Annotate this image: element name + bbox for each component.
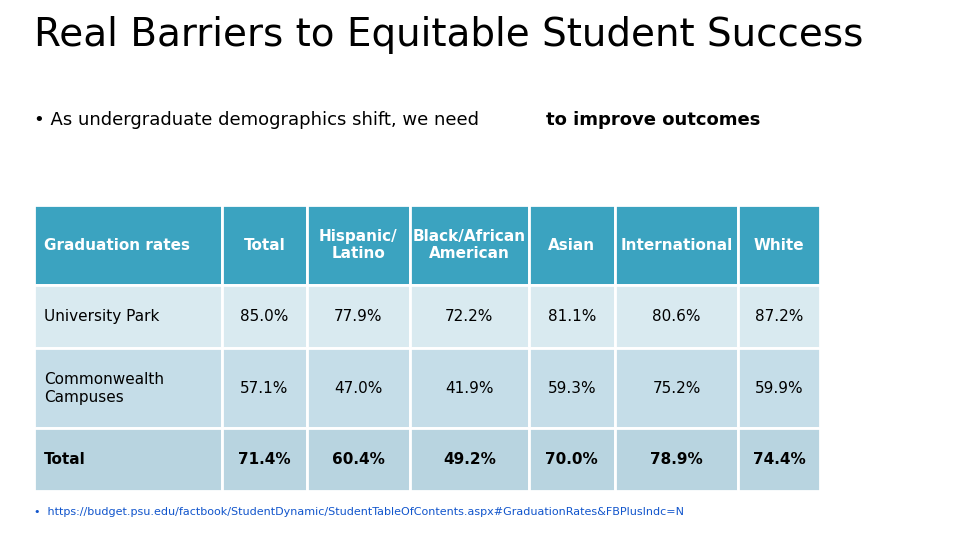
Text: 59.9%: 59.9% xyxy=(755,381,804,396)
FancyBboxPatch shape xyxy=(614,348,738,428)
FancyBboxPatch shape xyxy=(222,428,307,491)
FancyBboxPatch shape xyxy=(738,285,820,348)
Text: White: White xyxy=(754,238,804,253)
Text: University Park: University Park xyxy=(44,309,159,325)
FancyBboxPatch shape xyxy=(410,205,529,285)
Text: 78.9%: 78.9% xyxy=(650,453,703,468)
FancyBboxPatch shape xyxy=(529,348,614,428)
Text: Graduation rates: Graduation rates xyxy=(44,238,190,253)
FancyBboxPatch shape xyxy=(529,205,614,285)
Text: 41.9%: 41.9% xyxy=(445,381,493,396)
FancyBboxPatch shape xyxy=(34,285,222,348)
Text: 59.3%: 59.3% xyxy=(547,381,596,396)
FancyBboxPatch shape xyxy=(738,348,820,428)
Text: 81.1%: 81.1% xyxy=(547,309,596,325)
FancyBboxPatch shape xyxy=(738,205,820,285)
Text: 60.4%: 60.4% xyxy=(332,453,385,468)
FancyBboxPatch shape xyxy=(222,205,307,285)
Text: Total: Total xyxy=(244,238,285,253)
Text: Real Barriers to Equitable Student Success: Real Barriers to Equitable Student Succe… xyxy=(34,16,863,54)
FancyBboxPatch shape xyxy=(410,285,529,348)
Text: 70.0%: 70.0% xyxy=(545,453,598,468)
Text: 85.0%: 85.0% xyxy=(240,309,289,325)
FancyBboxPatch shape xyxy=(614,205,738,285)
Text: Commonwealth
Campuses: Commonwealth Campuses xyxy=(44,372,164,404)
Text: Asian: Asian xyxy=(548,238,595,253)
FancyBboxPatch shape xyxy=(222,285,307,348)
FancyBboxPatch shape xyxy=(34,348,222,428)
Text: 71.4%: 71.4% xyxy=(238,453,291,468)
FancyBboxPatch shape xyxy=(34,205,222,285)
Text: 80.6%: 80.6% xyxy=(652,309,701,325)
Text: 75.2%: 75.2% xyxy=(652,381,701,396)
Text: 77.9%: 77.9% xyxy=(334,309,383,325)
FancyBboxPatch shape xyxy=(529,428,614,491)
Text: • As undergraduate demographics shift, we need: • As undergraduate demographics shift, w… xyxy=(34,111,485,129)
FancyBboxPatch shape xyxy=(614,285,738,348)
Text: •  https://budget.psu.edu/factbook/StudentDynamic/StudentTableOfContents.aspx#Gr: • https://budget.psu.edu/factbook/Studen… xyxy=(34,507,684,517)
Text: Total: Total xyxy=(44,453,85,468)
FancyBboxPatch shape xyxy=(222,348,307,428)
Text: International: International xyxy=(620,238,732,253)
FancyBboxPatch shape xyxy=(410,428,529,491)
Text: 49.2%: 49.2% xyxy=(443,453,495,468)
FancyBboxPatch shape xyxy=(529,285,614,348)
Text: Black/African
American: Black/African American xyxy=(413,229,526,261)
FancyBboxPatch shape xyxy=(307,285,410,348)
Text: to improve outcomes: to improve outcomes xyxy=(545,111,760,129)
FancyBboxPatch shape xyxy=(34,428,222,491)
FancyBboxPatch shape xyxy=(307,348,410,428)
FancyBboxPatch shape xyxy=(738,428,820,491)
Text: 47.0%: 47.0% xyxy=(334,381,382,396)
FancyBboxPatch shape xyxy=(410,348,529,428)
Text: 72.2%: 72.2% xyxy=(445,309,493,325)
FancyBboxPatch shape xyxy=(307,428,410,491)
FancyBboxPatch shape xyxy=(614,428,738,491)
FancyBboxPatch shape xyxy=(307,205,410,285)
Text: Hispanic/
Latino: Hispanic/ Latino xyxy=(319,229,397,261)
Text: 87.2%: 87.2% xyxy=(755,309,804,325)
Text: 74.4%: 74.4% xyxy=(753,453,805,468)
Text: 57.1%: 57.1% xyxy=(240,381,289,396)
